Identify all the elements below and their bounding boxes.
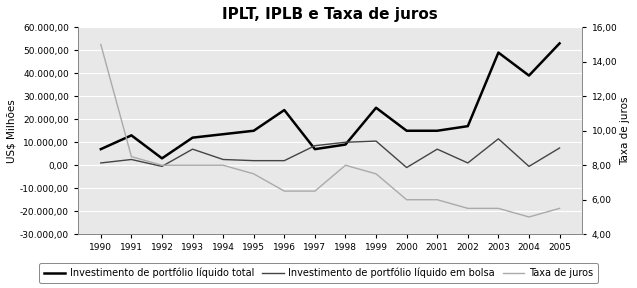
Legend: Investimento de portfólio líquido total, Investimento de portfólio líquido em bo: Investimento de portfólio líquido total,… [39,263,598,283]
Title: IPLT, IPLB e Taxa de juros: IPLT, IPLB e Taxa de juros [222,7,438,22]
Y-axis label: US$ Milhões: US$ Milhões [7,99,17,163]
Y-axis label: Taxa de juros: Taxa de juros [620,96,630,165]
